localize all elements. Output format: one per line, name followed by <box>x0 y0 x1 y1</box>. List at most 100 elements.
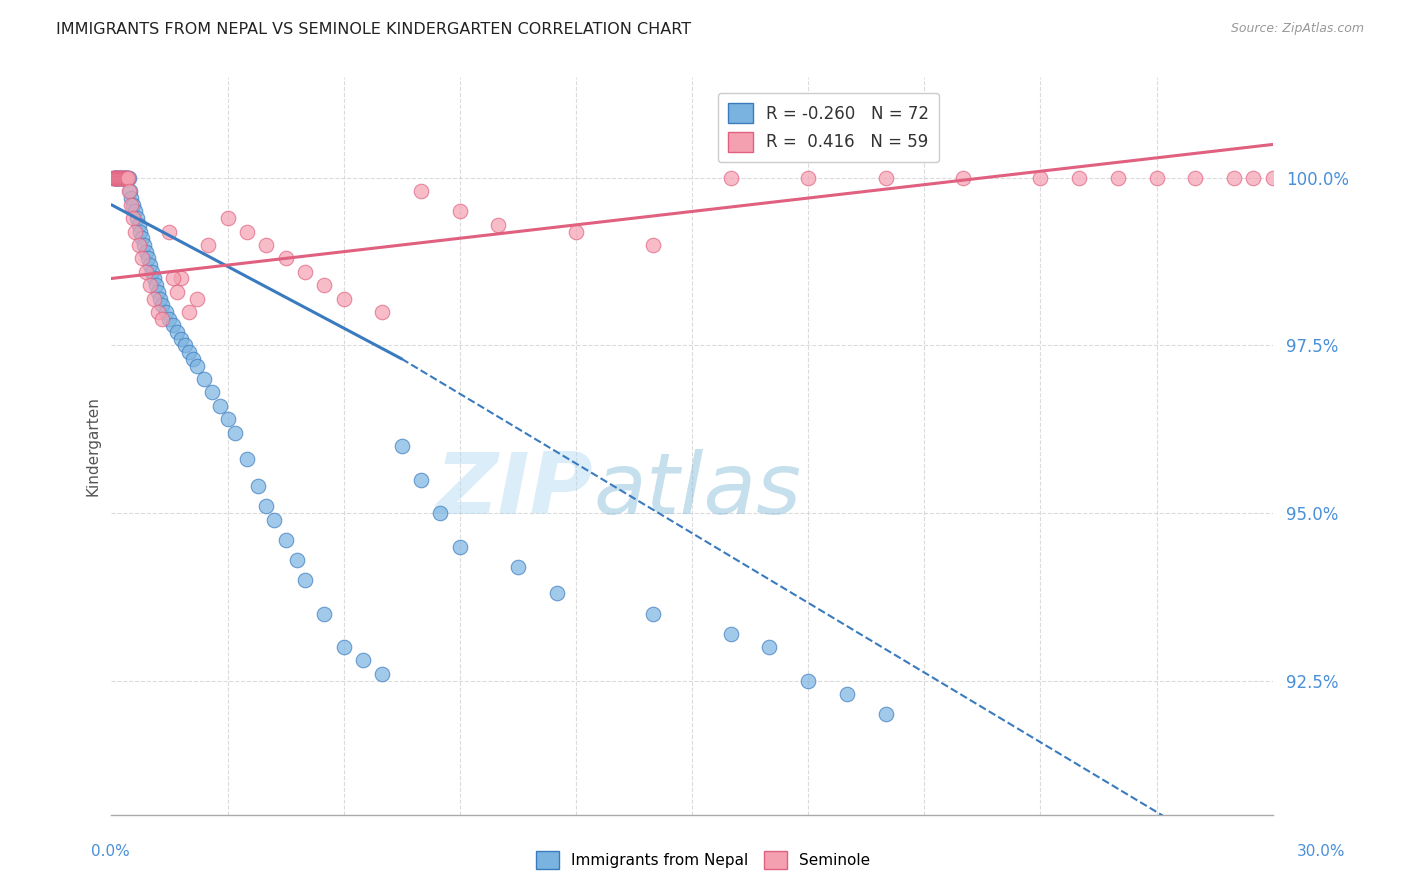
Text: 30.0%: 30.0% <box>1298 845 1346 859</box>
Point <box>120 198 142 212</box>
Legend: R = -0.260   N = 72, R =  0.416   N = 59: R = -0.260 N = 72, R = 0.416 N = 59 <box>718 93 939 162</box>
Point <box>546 586 568 600</box>
Point <box>643 238 665 252</box>
Point <box>875 706 897 721</box>
Point <box>145 278 167 293</box>
Point <box>177 305 200 319</box>
Point <box>111 171 134 186</box>
Point <box>294 573 316 587</box>
Point <box>111 171 134 186</box>
Point <box>181 351 204 366</box>
Point <box>103 171 125 186</box>
Point <box>103 171 125 186</box>
Point <box>124 204 146 219</box>
Point <box>1241 171 1264 186</box>
Point <box>129 225 152 239</box>
Point <box>1107 171 1129 186</box>
Point <box>150 311 173 326</box>
Point <box>166 285 188 299</box>
Point <box>201 385 224 400</box>
Text: atlas: atlas <box>593 449 801 532</box>
Point <box>105 171 128 186</box>
Point <box>155 305 177 319</box>
Point <box>108 171 131 186</box>
Point <box>186 292 208 306</box>
Point <box>117 171 139 186</box>
Point <box>128 218 150 232</box>
Point <box>217 211 239 226</box>
Point <box>274 533 297 547</box>
Point <box>150 298 173 312</box>
Text: Source: ZipAtlas.com: Source: ZipAtlas.com <box>1230 22 1364 36</box>
Point <box>1184 171 1206 186</box>
Point <box>332 292 354 306</box>
Point <box>159 225 181 239</box>
Point <box>121 211 143 226</box>
Point <box>105 171 128 186</box>
Point <box>146 285 169 299</box>
Point <box>112 171 135 186</box>
Point <box>314 607 336 621</box>
Text: ZIP: ZIP <box>436 449 593 532</box>
Point <box>121 198 143 212</box>
Point <box>110 171 132 186</box>
Point <box>224 425 246 440</box>
Point <box>449 204 471 219</box>
Point <box>115 171 138 186</box>
Point <box>294 265 316 279</box>
Point <box>643 607 665 621</box>
Point <box>107 171 129 186</box>
Point <box>134 238 156 252</box>
Point <box>409 473 432 487</box>
Point <box>103 171 125 186</box>
Text: 0.0%: 0.0% <box>91 845 131 859</box>
Point <box>125 211 148 226</box>
Point <box>352 653 374 667</box>
Point <box>115 171 138 186</box>
Point <box>720 626 742 640</box>
Point <box>174 338 197 352</box>
Point <box>111 171 134 186</box>
Point <box>170 271 193 285</box>
Point <box>108 171 131 186</box>
Point <box>118 171 141 186</box>
Y-axis label: Kindergarten: Kindergarten <box>86 396 100 496</box>
Point <box>197 238 219 252</box>
Point <box>1146 171 1168 186</box>
Point <box>118 185 141 199</box>
Point <box>193 372 215 386</box>
Point <box>141 265 163 279</box>
Point <box>131 252 153 266</box>
Point <box>124 225 146 239</box>
Point <box>488 218 510 232</box>
Point <box>114 171 136 186</box>
Point <box>159 311 181 326</box>
Point <box>115 171 138 186</box>
Point <box>143 292 166 306</box>
Point <box>146 305 169 319</box>
Point <box>104 171 127 186</box>
Point <box>131 231 153 245</box>
Point <box>429 506 451 520</box>
Point <box>117 171 139 186</box>
Point <box>371 305 394 319</box>
Point <box>143 271 166 285</box>
Point <box>110 171 132 186</box>
Point <box>135 265 157 279</box>
Point <box>1223 171 1246 186</box>
Legend: Immigrants from Nepal, Seminole: Immigrants from Nepal, Seminole <box>530 845 876 875</box>
Point <box>111 171 134 186</box>
Point <box>162 318 184 333</box>
Point <box>720 171 742 186</box>
Point <box>139 258 162 272</box>
Point <box>135 244 157 259</box>
Point <box>120 191 142 205</box>
Point <box>236 452 259 467</box>
Point <box>314 278 336 293</box>
Point <box>186 359 208 373</box>
Point <box>103 171 125 186</box>
Point <box>391 439 413 453</box>
Point <box>112 171 135 186</box>
Point <box>118 185 141 199</box>
Point <box>797 673 820 688</box>
